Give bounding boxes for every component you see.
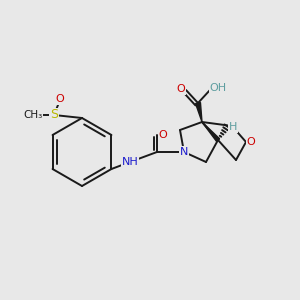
Text: O: O — [177, 84, 185, 94]
Text: OH: OH — [209, 83, 226, 93]
Text: NH: NH — [122, 157, 138, 167]
Text: S: S — [50, 109, 58, 122]
Text: O: O — [56, 94, 64, 104]
Text: H: H — [229, 122, 237, 132]
Text: O: O — [247, 137, 255, 147]
Text: CH₃: CH₃ — [23, 110, 43, 120]
Polygon shape — [196, 103, 202, 122]
Text: N: N — [180, 147, 188, 157]
Text: O: O — [159, 130, 167, 140]
Polygon shape — [202, 122, 220, 141]
